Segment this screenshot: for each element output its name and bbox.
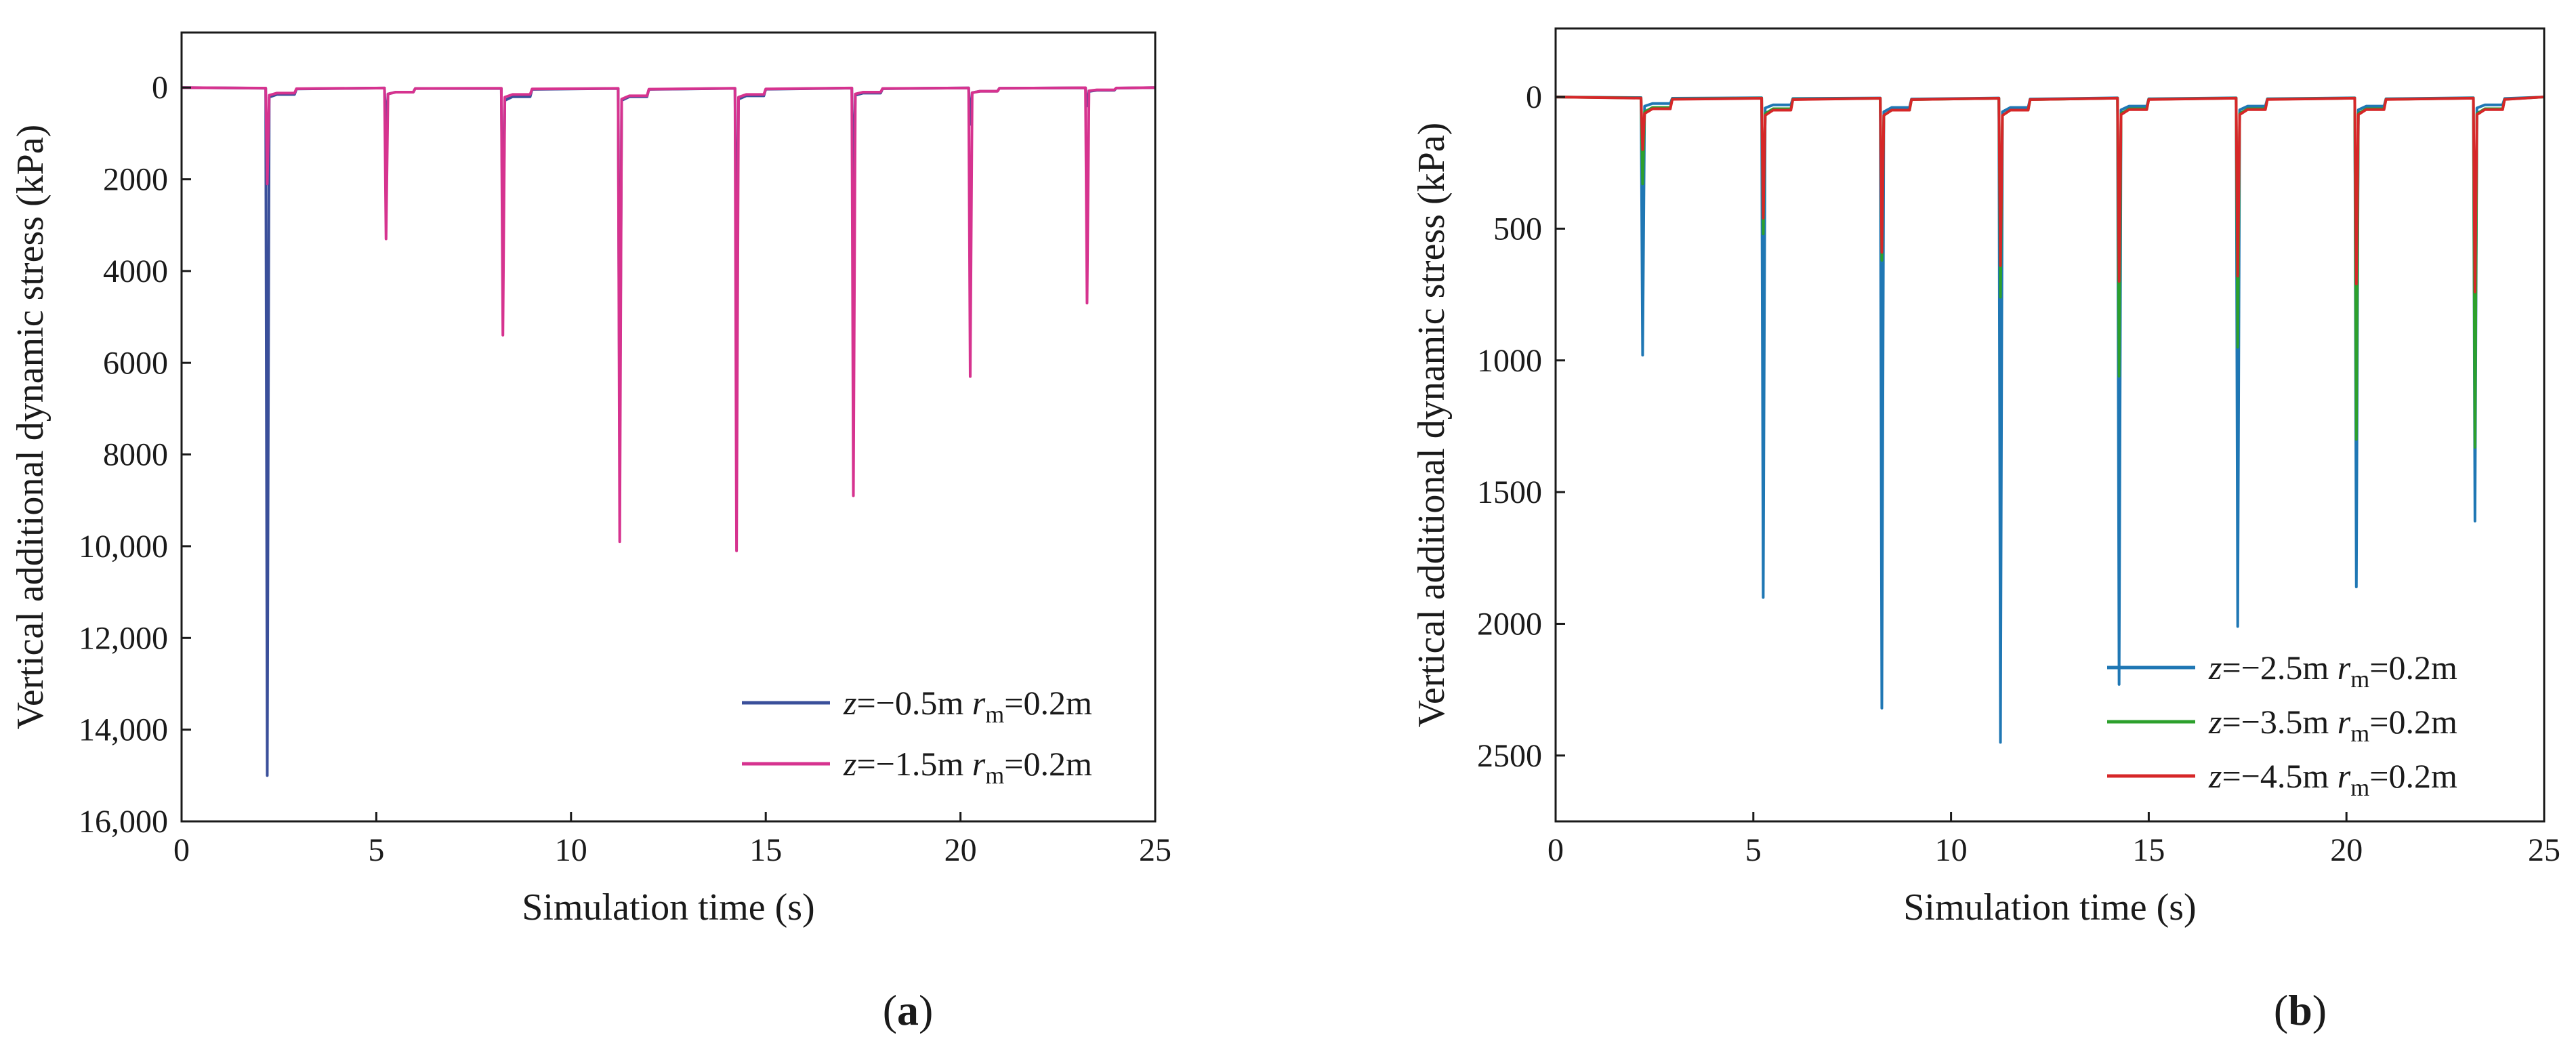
x-axis-title: Simulation time (s) — [1903, 886, 2196, 928]
legend-text-part: r — [2338, 703, 2351, 741]
plot-frame — [1554, 27, 2546, 823]
y-tick-label: 12,000 — [79, 620, 168, 656]
y-tick-label: 14,000 — [79, 712, 168, 748]
y-tick-label: 8000 — [103, 437, 168, 473]
x-tick-label: 20 — [944, 832, 977, 868]
y-tick-label: 2000 — [103, 162, 168, 198]
legend-text-part: =−2.5m — [2222, 649, 2337, 687]
legend-text-part: =−1.5m — [856, 745, 972, 783]
legend-text-part: z — [2208, 757, 2222, 795]
series-line — [181, 86, 1156, 777]
x-tick-label: 15 — [2132, 832, 2165, 868]
x-tick-label: 10 — [555, 832, 587, 868]
legend-text-part: z — [2208, 703, 2222, 741]
panel-label: (a) — [883, 986, 934, 1034]
x-tick-label: 15 — [749, 832, 782, 868]
legend-text-part: m — [2350, 720, 2369, 747]
x-tick-label: 0 — [173, 832, 190, 868]
chart-panel-a: 0 5 10 15 20 25 0 2000 4000 6000 8000 10,000 12,000 1… — [9, 31, 1171, 1034]
legend-text-part: =−3.5m — [2222, 703, 2337, 741]
legend-text-part: m — [985, 701, 1004, 728]
legend-text-part: =0.2m — [1004, 684, 1092, 722]
y-tick-label: 4000 — [103, 253, 168, 289]
legend-text-part: =0.2m — [2369, 649, 2457, 687]
panel-label-close: ) — [2312, 986, 2327, 1034]
legend-text-part: z — [843, 745, 856, 783]
legend-text-part: m — [985, 762, 1004, 789]
legend-entry: z=−1.5m rm=0.2m — [843, 745, 1092, 789]
legend-entry: z=−2.5m rm=0.2m — [2208, 649, 2457, 693]
y-tick-label: 6000 — [103, 345, 168, 381]
legend-entry: z=−4.5m rm=0.2m — [2208, 757, 2457, 801]
legend-text-part: =−0.5m — [856, 684, 972, 722]
y-tick-label: 0 — [152, 70, 168, 106]
y-tick-label: 1500 — [1477, 474, 1542, 510]
panel-label-letter: a — [897, 986, 919, 1034]
x-tick-label: 20 — [2330, 832, 2363, 868]
series-line — [1555, 96, 2545, 293]
panel-label-open: ( — [2274, 986, 2288, 1034]
legend-text-part: z — [843, 684, 856, 722]
y-tick-label: 0 — [1526, 79, 1542, 115]
x-tick-label: 25 — [1139, 832, 1171, 868]
x-tick-label: 5 — [1745, 832, 1762, 868]
legend-entry: z=−0.5m rm=0.2m — [843, 684, 1092, 728]
legend-text-part: r — [2338, 649, 2351, 687]
plot-frame — [180, 31, 1157, 823]
y-tick-label: 16,000 — [79, 804, 168, 840]
panel-label: (b) — [2274, 986, 2327, 1034]
y-tick-label: 10,000 — [79, 529, 168, 565]
y-tick-label: 500 — [1493, 211, 1542, 247]
y-tick-label: 2500 — [1477, 738, 1542, 774]
legend-text-part: =0.2m — [2369, 703, 2457, 741]
legend-text-part: =−4.5m — [2222, 757, 2337, 795]
legend-text-part: r — [972, 684, 986, 722]
panel-label-letter: b — [2288, 986, 2312, 1034]
series-line — [1555, 96, 2545, 449]
x-tick-label: 5 — [368, 832, 384, 868]
x-tick-label: 10 — [1935, 832, 1968, 868]
y-tick-label: 1000 — [1477, 343, 1542, 379]
series-line — [181, 86, 1156, 552]
legend: z=−0.5m rm=0.2mz=−1.5m rm=0.2m — [742, 684, 1092, 789]
y-tick-label: 2000 — [1477, 606, 1542, 642]
legend: z=−2.5m rm=0.2mz=−3.5m rm=0.2mz=−4.5m rm… — [2107, 649, 2457, 801]
legend-entry: z=−3.5m rm=0.2m — [2208, 703, 2457, 747]
legend-text-part: =0.2m — [1004, 745, 1092, 783]
panel-label-close: ) — [919, 986, 933, 1034]
x-tick-label: 25 — [2528, 832, 2560, 868]
legend-text-part: m — [2350, 666, 2369, 693]
x-axis-title: Simulation time (s) — [522, 886, 814, 928]
legend-text-part: =0.2m — [2369, 757, 2457, 795]
x-tick-label: 0 — [1547, 832, 1564, 868]
y-axis-title: Vertical additional dynamic stress (kPa) — [9, 125, 51, 730]
series-line — [1555, 96, 2545, 744]
legend-text-part: r — [2338, 757, 2351, 795]
y-axis-title: Vertical additional dynamic stress (kPa) — [1411, 123, 1453, 728]
legend-text-part: z — [2208, 649, 2222, 687]
panel-label-open: ( — [883, 986, 897, 1034]
legend-text-part: r — [972, 745, 986, 783]
legend-text-part: m — [2350, 774, 2369, 801]
chart-panel-b: 0 5 10 15 20 25 0 500 1000 1500 2000 2500 Simulation… — [1411, 27, 2560, 1034]
